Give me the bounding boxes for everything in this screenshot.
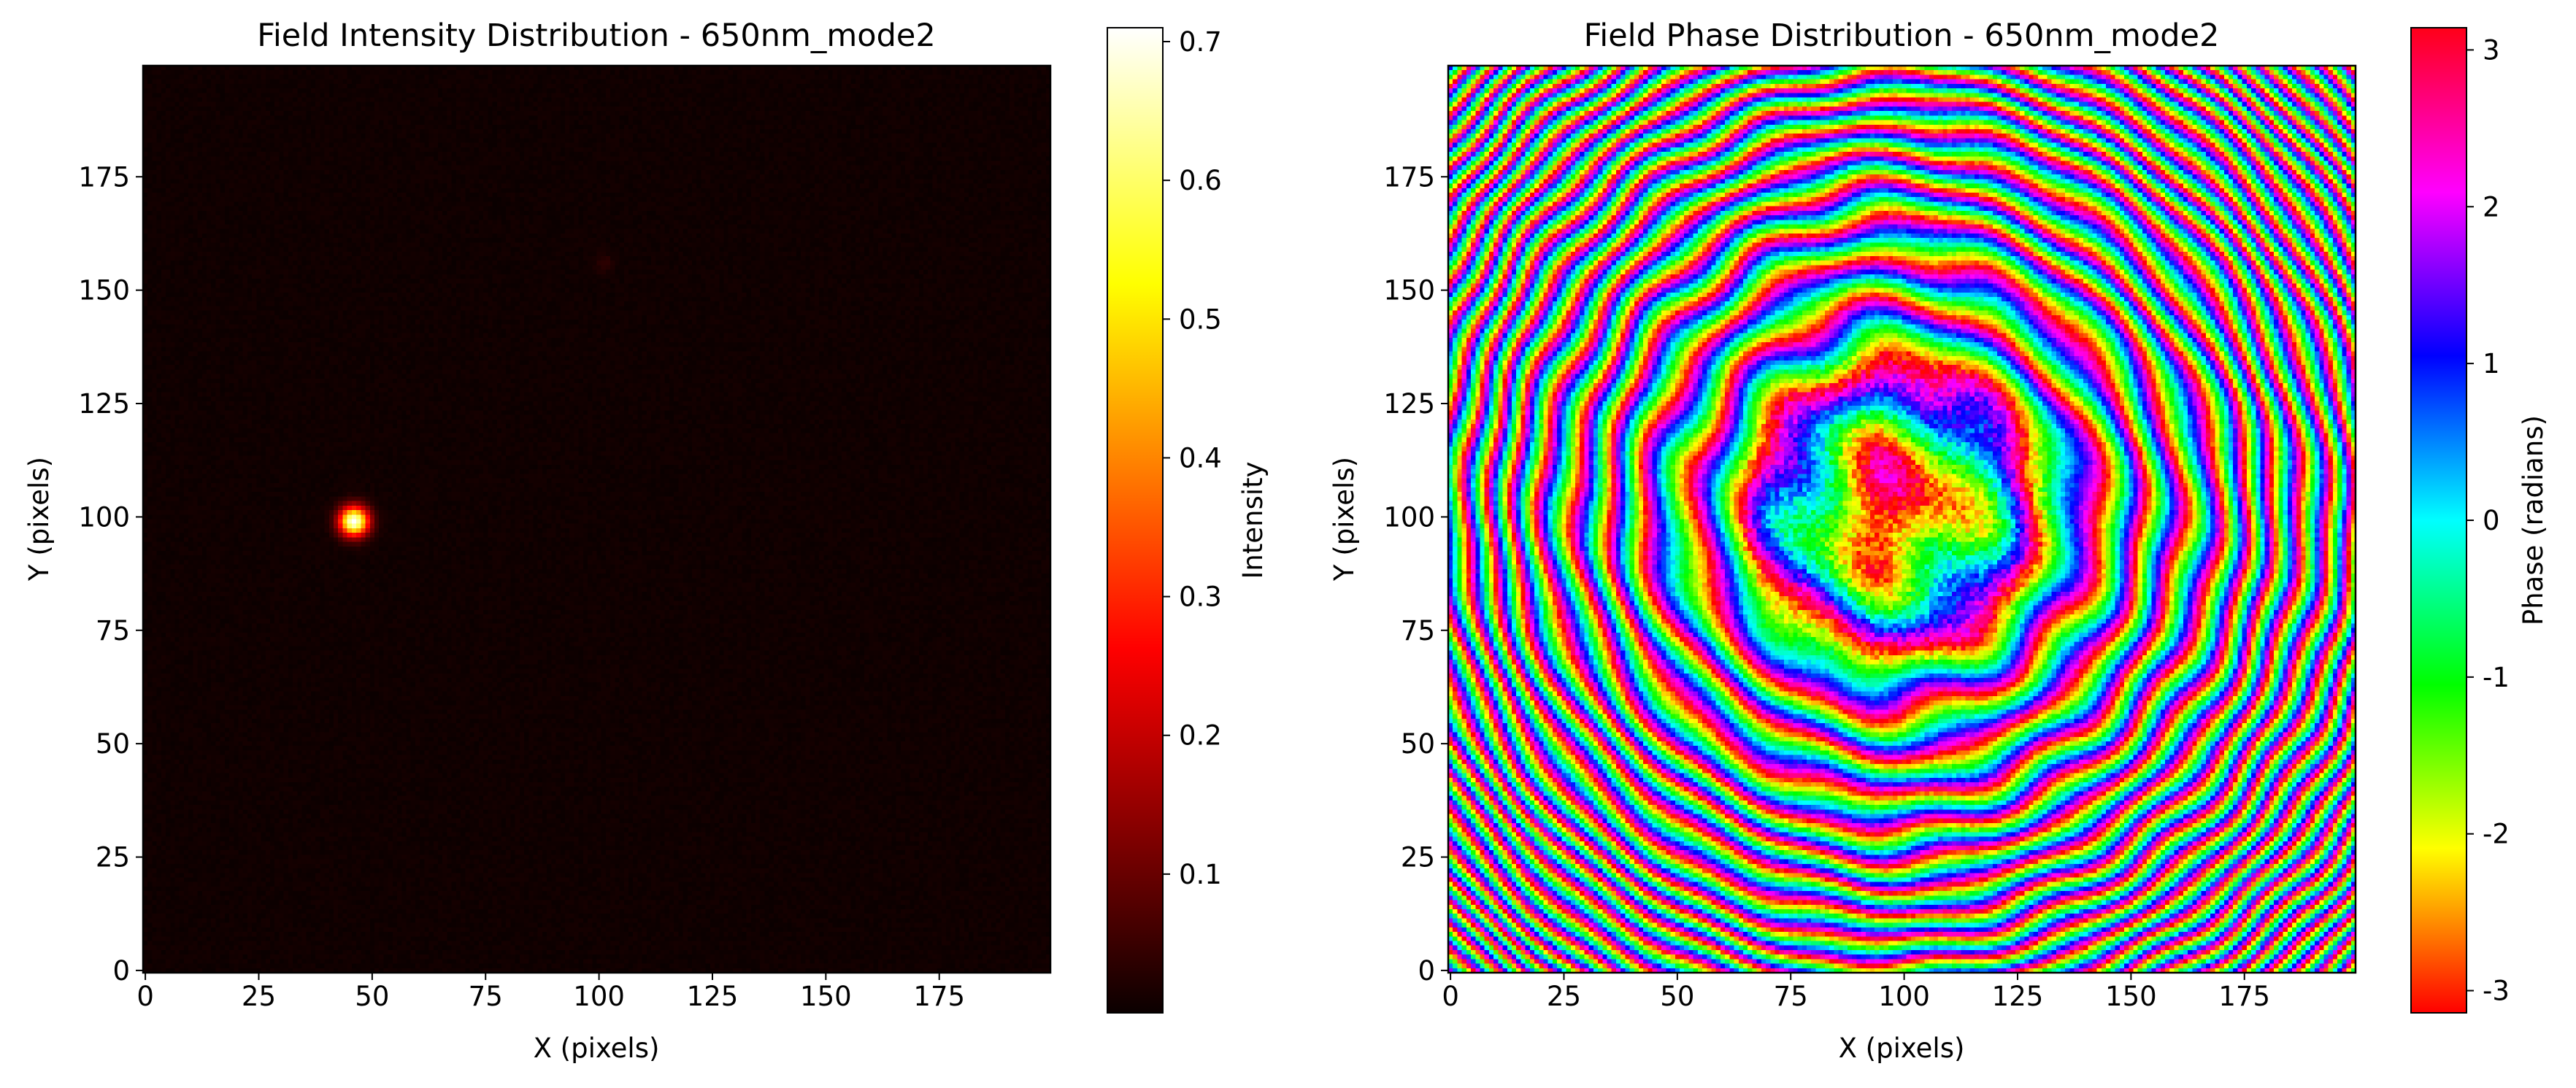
- intensity-panel: Field Intensity Distribution - 650nm_mod…: [23, 18, 1269, 1064]
- phase-y-tick-label: 75: [1401, 615, 1435, 647]
- phase-y-tick-label: 150: [1383, 275, 1435, 306]
- phase-colorbar-tick-label: -2: [2483, 819, 2510, 850]
- intensity-x-axis-label: X (pixels): [534, 1033, 660, 1064]
- intensity-colorbar: [1107, 27, 1164, 1014]
- intensity-colorbar-label: Intensity: [1237, 461, 1269, 579]
- intensity-y-tick-label: 75: [96, 615, 130, 647]
- intensity-x-tick-label: 175: [913, 981, 965, 1012]
- phase-panel: Field Phase Distribution - 650nm_mode2 0…: [1329, 18, 2549, 1064]
- phase-y-tick-label: 125: [1383, 388, 1435, 420]
- phase-x-tick-label: 100: [1878, 981, 1930, 1012]
- intensity-y-tick-label: 25: [96, 842, 130, 873]
- intensity-colorbar-tick-label: 0.5: [1179, 304, 1222, 335]
- phase-y-tick-label: 50: [1401, 728, 1435, 760]
- intensity-x-tick-label: 125: [687, 981, 739, 1012]
- phase-colorbar-tick-label: -3: [2483, 976, 2510, 1007]
- phase-colorbar-label: Phase (radians): [2518, 415, 2549, 625]
- phase-y-tick-label: 0: [1418, 955, 1435, 987]
- intensity-heatmap: [143, 66, 1050, 973]
- intensity-colorbar-tick-label: 0.2: [1179, 720, 1222, 752]
- phase-y-tick-label: 25: [1401, 842, 1435, 873]
- phase-y-tick-label: 100: [1383, 501, 1435, 533]
- intensity-y-ticks: 0 25 50 75 100 125 150 175: [78, 161, 143, 987]
- intensity-colorbar-tick-label: 0.3: [1179, 582, 1222, 613]
- intensity-y-tick-label: 100: [78, 501, 130, 533]
- phase-x-tick-label: 75: [1774, 981, 1808, 1012]
- intensity-plot-frame: [142, 64, 1052, 974]
- intensity-x-ticks: 0 25 50 75 100 125 150 175: [137, 973, 965, 1012]
- intensity-y-tick-label: 175: [78, 161, 130, 193]
- intensity-y-tick-label: 50: [96, 728, 130, 760]
- phase-x-tick-label: 175: [2218, 981, 2270, 1012]
- intensity-x-tick-label: 25: [242, 981, 276, 1012]
- intensity-colorbar-tick-label: 0.1: [1179, 859, 1222, 890]
- intensity-x-tick-label: 150: [800, 981, 852, 1012]
- intensity-x-tick-label: 75: [469, 981, 503, 1012]
- phase-colorbar-tick-label: 0: [2483, 505, 2500, 536]
- phase-colorbar-tick-label: 2: [2483, 191, 2500, 223]
- intensity-x-tick-label: 0: [137, 981, 154, 1012]
- phase-x-ticks: 0 25 50 75 100 125 150 175: [1442, 973, 2270, 1012]
- phase-x-tick-label: 25: [1547, 981, 1581, 1012]
- phase-x-tick-label: 50: [1660, 981, 1694, 1012]
- intensity-heatmap-holder: [143, 66, 1050, 973]
- intensity-y-tick-label: 0: [112, 955, 130, 987]
- phase-title: Field Phase Distribution - 650nm_mode2: [1584, 18, 2220, 54]
- phase-x-axis-label: X (pixels): [1839, 1033, 1965, 1064]
- phase-x-tick-label: 150: [2105, 981, 2157, 1012]
- intensity-x-tick-label: 100: [573, 981, 625, 1012]
- intensity-colorbar-tick-label: 0.6: [1179, 165, 1222, 196]
- phase-y-axis-label: Y (pixels): [1329, 457, 1360, 582]
- intensity-y-axis-label: Y (pixels): [23, 457, 55, 582]
- intensity-title: Field Intensity Distribution - 650nm_mod…: [257, 18, 935, 54]
- phase-colorbar: [2410, 27, 2467, 1014]
- phase-plot-frame: [1447, 64, 2357, 974]
- phase-x-tick-label: 0: [1442, 981, 1459, 1012]
- phase-heatmap: [1448, 66, 2356, 973]
- intensity-colorbar-tick-label: 0.4: [1179, 442, 1222, 474]
- phase-x-tick-label: 125: [1992, 981, 2044, 1012]
- intensity-colorbar-ticks: 0.1 0.2 0.3 0.4 0.5 0.6 0.7: [1163, 26, 1222, 890]
- phase-colorbar-tick-label: -1: [2483, 662, 2510, 693]
- phase-colorbar-ticks: -3 -2 -1 0 1 2 3: [2467, 34, 2510, 1007]
- intensity-y-tick-label: 150: [78, 275, 130, 306]
- phase-colorbar-tick-label: 3: [2483, 34, 2500, 66]
- intensity-x-tick-label: 50: [355, 981, 389, 1012]
- phase-colorbar-tick-label: 1: [2483, 348, 2500, 379]
- phase-y-tick-label: 175: [1383, 161, 1435, 193]
- intensity-y-tick-label: 125: [78, 388, 130, 420]
- phase-heatmap-holder: [1448, 66, 2356, 973]
- phase-y-ticks: 0 25 50 75 100 125 150 175: [1383, 161, 1448, 987]
- intensity-colorbar-tick-label: 0.7: [1179, 26, 1222, 58]
